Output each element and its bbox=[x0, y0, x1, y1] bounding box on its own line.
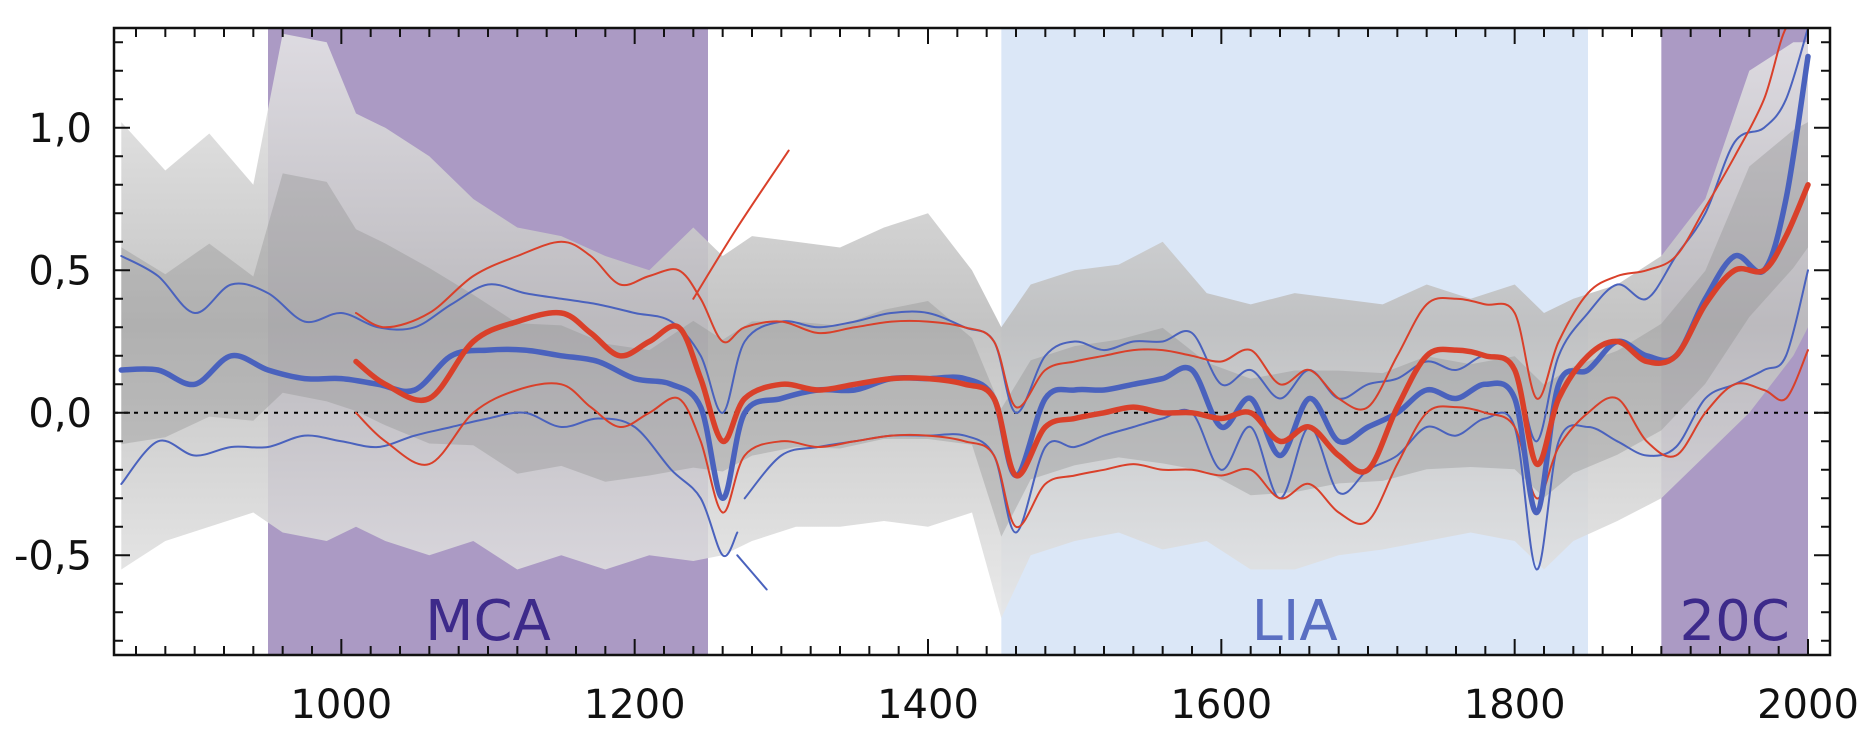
series-line-5 bbox=[353, 182, 1811, 479]
uncertainty-envelope bbox=[121, 33, 1808, 618]
x-tick-label: 1200 bbox=[584, 682, 686, 728]
x-tick-label: 1000 bbox=[290, 682, 392, 728]
series-line-6 bbox=[355, 28, 1788, 411]
series-line-1 bbox=[120, 28, 1809, 443]
x-tick-label: 2000 bbox=[1757, 682, 1859, 728]
y-tick-label: 0,5 bbox=[28, 248, 92, 294]
x-tick-label: 1600 bbox=[1170, 682, 1272, 728]
y-tick-label: -0,5 bbox=[14, 533, 92, 579]
x-tick-label: 1400 bbox=[877, 682, 979, 728]
axis-ticks-layer bbox=[114, 28, 1830, 655]
series-line-7 bbox=[692, 149, 790, 300]
period-label-mca: MCA bbox=[425, 589, 551, 654]
series-line-8 bbox=[355, 349, 1809, 528]
series-line-2 bbox=[120, 411, 739, 558]
plot-frame bbox=[112, 26, 1832, 657]
period-labels-layer: MCA LIA 20C bbox=[425, 589, 1790, 654]
axis-labels-layer: 1000 1200 1400 1600 1800 2000 1,0 0,5 0,0 -0,5 bbox=[14, 106, 1859, 728]
y-tick-label: 1,0 bbox=[28, 106, 92, 152]
x-tick-label: 1800 bbox=[1464, 682, 1566, 728]
y-tick-label: 0,0 bbox=[28, 391, 92, 437]
period-label-20c: 20C bbox=[1679, 589, 1789, 654]
series-layer bbox=[118, 28, 1811, 591]
series-line-3 bbox=[736, 554, 768, 591]
period-label-lia: LIA bbox=[1252, 589, 1338, 654]
